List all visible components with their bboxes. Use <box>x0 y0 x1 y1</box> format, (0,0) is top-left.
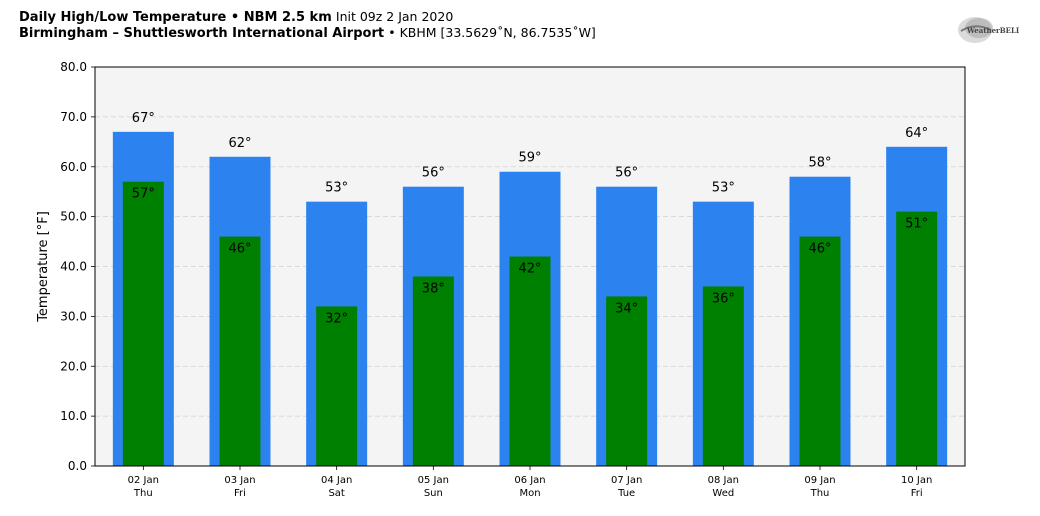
low-bar-5 <box>606 296 648 466</box>
high-label-7: 58° <box>808 156 831 171</box>
high-label-4: 59° <box>518 151 541 166</box>
high-label-2: 53° <box>325 181 348 196</box>
x-tick-day-5: Tue <box>617 488 635 499</box>
low-label-7: 46° <box>808 242 831 257</box>
low-bar-2 <box>316 306 358 466</box>
low-label-2: 32° <box>325 311 348 326</box>
x-tick-date-1: 03 Jan <box>224 475 255 486</box>
y-axis-label: Temperature [°F] <box>36 211 51 323</box>
x-tick-date-4: 06 Jan <box>514 475 545 486</box>
high-label-5: 56° <box>615 166 638 181</box>
low-label-5: 34° <box>615 301 638 316</box>
high-label-8: 64° <box>905 126 928 141</box>
low-bar-6 <box>702 286 744 466</box>
low-label-0: 57° <box>132 187 155 202</box>
low-bar-7 <box>799 236 841 466</box>
y-tick-label-8: 80.0 <box>60 60 87 74</box>
x-tick-day-2: Sat <box>328 488 344 499</box>
x-tick-day-3: Sun <box>424 488 443 499</box>
low-bar-8 <box>896 211 938 466</box>
x-tick-day-0: Thu <box>133 488 153 499</box>
low-bar-3 <box>412 276 454 466</box>
x-tick-day-4: Mon <box>519 488 540 499</box>
y-tick-label-6: 60.0 <box>60 160 87 174</box>
high-label-6: 53° <box>712 181 735 196</box>
x-tick-date-7: 09 Jan <box>804 475 835 486</box>
station-name: Birmingham – Shuttlesworth International… <box>19 26 385 41</box>
x-tick-date-8: 10 Jan <box>901 475 932 486</box>
chart-title: Daily High/Low Temperature • NBM 2.5 km <box>19 10 332 25</box>
station-coordinates: • KBHM [33.5629˚N, 86.7535˚W] <box>388 25 596 40</box>
weatherbell-logo: WeatherBELL <box>958 17 1019 43</box>
y-tick-label-2: 20.0 <box>60 359 87 373</box>
low-bar-4 <box>509 256 551 466</box>
y-tick-label-0: 0.0 <box>68 459 87 473</box>
low-label-8: 51° <box>905 217 928 232</box>
init-time: Init 09z 2 Jan 2020 <box>335 9 454 24</box>
high-label-3: 56° <box>422 166 445 181</box>
y-tick-label-5: 50.0 <box>60 210 87 224</box>
y-tick-label-3: 30.0 <box>60 309 87 323</box>
low-label-6: 36° <box>712 291 735 306</box>
low-label-1: 46° <box>228 242 251 257</box>
low-label-3: 38° <box>422 281 445 296</box>
x-tick-day-8: Fri <box>911 488 923 499</box>
y-tick-label-4: 40.0 <box>60 260 87 274</box>
x-tick-day-7: Thu <box>810 488 830 499</box>
x-tick-date-2: 04 Jan <box>321 475 352 486</box>
y-tick-label-7: 70.0 <box>60 110 87 124</box>
x-tick-date-0: 02 Jan <box>128 475 159 486</box>
high-label-1: 62° <box>228 136 251 151</box>
plot-frame <box>94 66 966 467</box>
low-label-4: 42° <box>518 262 541 277</box>
chart-header: Daily High/Low Temperature • NBM 2.5 km … <box>19 9 596 41</box>
low-bar-0 <box>122 181 164 466</box>
x-tick-date-5: 07 Jan <box>611 475 642 486</box>
x-tick-date-3: 05 Jan <box>418 475 449 486</box>
high-label-0: 67° <box>132 111 155 126</box>
x-tick-day-6: Wed <box>712 488 734 499</box>
y-tick-label-1: 10.0 <box>60 409 87 423</box>
header-line-1: Daily High/Low Temperature • NBM 2.5 km … <box>19 9 596 25</box>
logo-text: WeatherBELL <box>966 26 1019 35</box>
x-tick-day-1: Fri <box>234 488 246 499</box>
x-tick-date-6: 08 Jan <box>708 475 739 486</box>
low-bar-1 <box>219 236 261 466</box>
header-line-2: Birmingham – Shuttlesworth International… <box>19 25 596 41</box>
